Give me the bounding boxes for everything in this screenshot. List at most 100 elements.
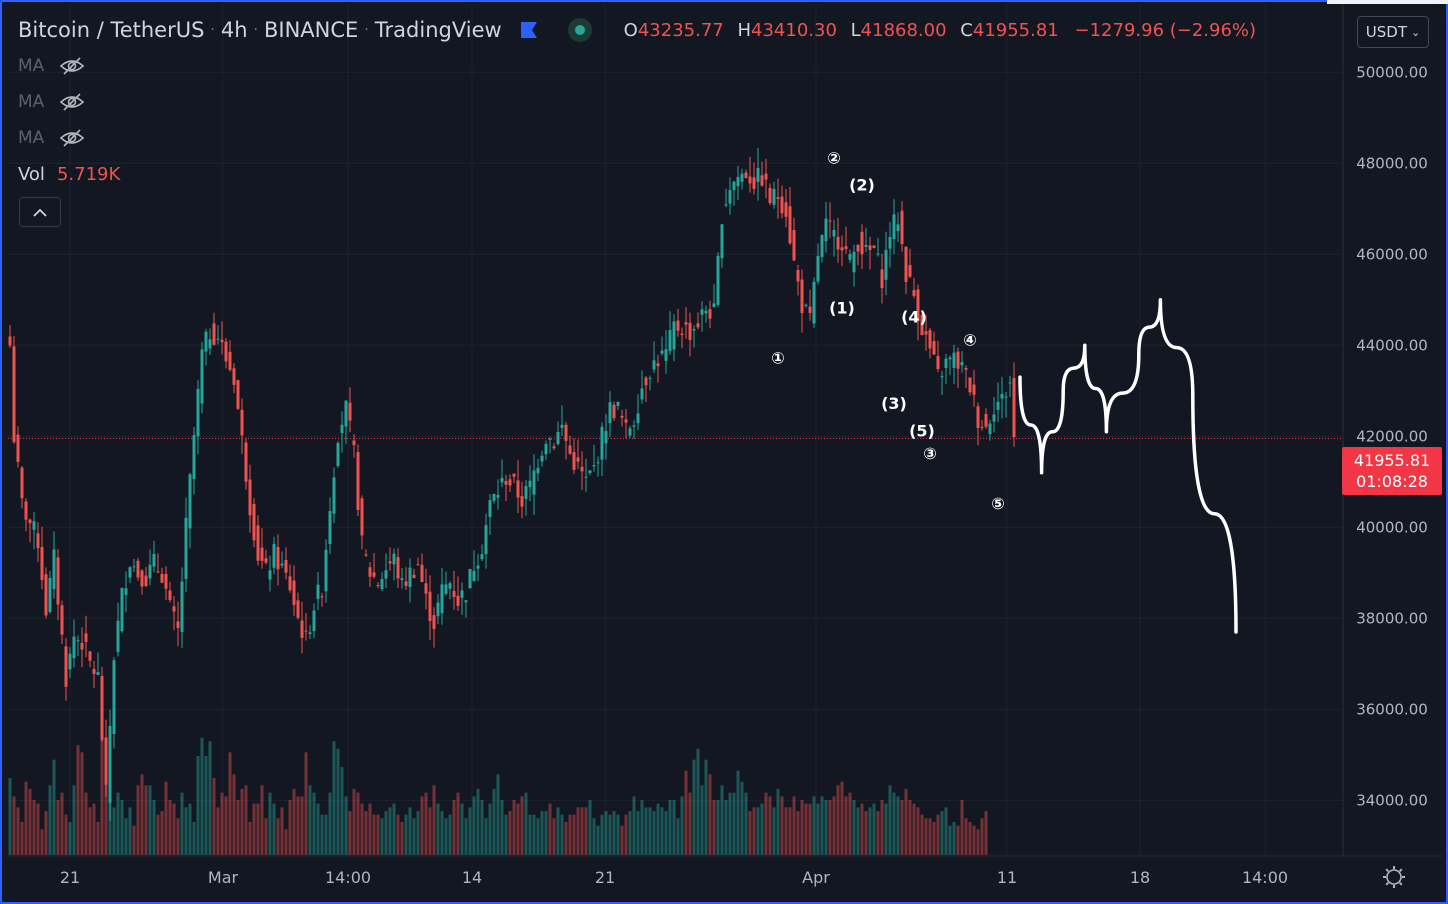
candle-body: [636, 413, 640, 424]
candle-body: [336, 443, 340, 467]
candle-body: [624, 419, 628, 423]
candle-body: [184, 517, 188, 579]
volume-bar: [276, 818, 280, 855]
volume-bar: [236, 800, 240, 855]
candle-body: [576, 457, 580, 462]
volume-bar: [632, 796, 636, 855]
volume-bar: [472, 796, 476, 855]
indicator-ma-2[interactable]: MA: [18, 92, 86, 112]
candle-body: [236, 380, 240, 409]
candle-body: [672, 321, 676, 350]
candle-body: [656, 363, 660, 367]
candle-body: [348, 402, 352, 421]
indicator-ma-1[interactable]: MA: [18, 56, 86, 76]
candle-body: [92, 669, 96, 674]
volume-bar: [248, 822, 252, 855]
candle-body: [880, 269, 884, 289]
candle-body: [284, 559, 288, 573]
volume-bar: [548, 803, 552, 855]
candle-body: [964, 368, 968, 370]
volume-bar: [508, 811, 512, 855]
currency-select[interactable]: USDT ⌄: [1357, 16, 1429, 48]
candle-body: [512, 473, 516, 477]
candle-body: [776, 197, 780, 199]
candle-body: [720, 224, 724, 259]
volume-bar: [912, 803, 916, 855]
wave-label: ⑤: [991, 494, 1005, 513]
volume-bar: [936, 814, 940, 855]
candle-body: [124, 588, 128, 595]
candle-body: [412, 574, 416, 579]
volume-bar: [908, 800, 912, 855]
settings-gear-icon[interactable]: [1383, 866, 1405, 888]
volume-bar: [484, 818, 488, 855]
volume-bar: [712, 800, 716, 855]
candle-body: [832, 230, 836, 237]
wave-label: ②: [827, 148, 841, 167]
candle-body: [856, 244, 860, 252]
indicator-ma-3[interactable]: MA: [18, 128, 86, 148]
volume-bar: [452, 800, 456, 855]
volume-bar: [116, 792, 120, 855]
collapse-legend-button[interactable]: [19, 197, 61, 227]
candle-body: [944, 358, 948, 368]
volume-bar: [872, 803, 876, 855]
volume-bar: [88, 807, 92, 855]
time-tick-label: Mar: [208, 868, 239, 887]
volume-bar: [464, 818, 468, 855]
wave-label: (1): [829, 298, 855, 317]
wave-label: ④: [963, 330, 977, 349]
volume-bar: [568, 814, 572, 855]
volume-bar: [564, 822, 568, 855]
volume-bar: [816, 803, 820, 855]
volume-bar: [668, 800, 672, 855]
volume-bar: [624, 814, 628, 855]
volume-bar: [600, 814, 604, 855]
eye-off-icon[interactable]: [58, 128, 86, 148]
symbol-name[interactable]: Bitcoin / TetherUS: [18, 18, 205, 42]
candle-body: [608, 402, 612, 424]
candle-body: [196, 388, 200, 437]
volume-bar: [56, 800, 60, 855]
volume-bar: [420, 796, 424, 855]
volume-bar: [188, 803, 192, 855]
volume-legend[interactable]: Vol 5.719K: [18, 164, 120, 185]
flag-icon[interactable]: [520, 21, 538, 39]
candle-body: [120, 588, 124, 632]
candle-body: [116, 620, 120, 652]
volume-bar: [232, 774, 236, 855]
candle-body: [80, 643, 84, 650]
volume-bar: [140, 774, 144, 855]
eye-off-icon[interactable]: [58, 92, 86, 112]
ohlc-values: O43235.77 H43410.30 L41868.00 C41955.81 …: [623, 19, 1257, 41]
volume-bar: [340, 767, 344, 855]
candle-body: [344, 400, 348, 427]
candle-body: [840, 247, 844, 251]
candle-body: [792, 230, 796, 261]
volume-bar: [348, 811, 352, 855]
candle-body: [588, 470, 592, 474]
candle-body: [324, 549, 328, 592]
candle-body: [920, 314, 924, 336]
candle-body: [188, 474, 192, 529]
volume-bar: [428, 807, 432, 855]
volume-bar: [300, 796, 304, 855]
volume-bar: [700, 785, 704, 855]
candle-body: [32, 521, 36, 530]
candle-body: [216, 338, 220, 340]
interval-label[interactable]: 4h: [220, 18, 248, 42]
candle-body: [748, 176, 752, 184]
candle-body: [84, 633, 88, 642]
volume-bar: [608, 814, 612, 855]
candle-body: [544, 443, 548, 455]
volume-bar: [172, 803, 176, 855]
candle-body: [644, 377, 648, 386]
candle-body: [860, 231, 864, 255]
eye-off-icon[interactable]: [58, 56, 86, 76]
volume-bar: [196, 756, 200, 855]
volume-bar: [48, 785, 52, 855]
candle-body: [252, 503, 256, 541]
volume-bar: [844, 796, 848, 855]
volume-bar: [104, 770, 108, 855]
